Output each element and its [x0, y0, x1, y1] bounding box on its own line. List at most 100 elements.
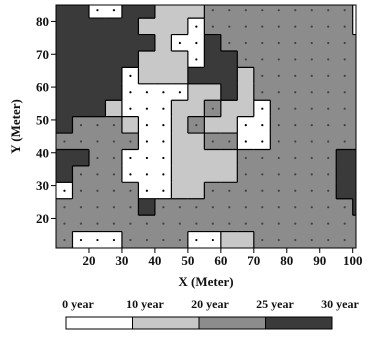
- heatmap-cell: [204, 34, 222, 52]
- sample-point: [277, 9, 280, 12]
- sample-point: [294, 107, 297, 110]
- y-tick-label: 20: [36, 211, 49, 226]
- sample-point: [294, 9, 297, 12]
- heatmap-cell: [56, 34, 73, 52]
- sample-point: [294, 173, 297, 176]
- heatmap-cell: [171, 5, 189, 19]
- heatmap-cell: [220, 83, 238, 101]
- heatmap-cell: [352, 83, 356, 101]
- sample-point: [277, 91, 280, 94]
- sample-point: [277, 206, 280, 209]
- heatmap-cell: [352, 215, 356, 233]
- sample-point: [294, 140, 297, 143]
- heatmap-cell: [72, 67, 90, 85]
- sample-point: [96, 124, 99, 127]
- sample-point: [327, 189, 330, 192]
- heatmap-cell: [138, 67, 156, 85]
- sample-point: [129, 222, 132, 225]
- sample-point: [63, 206, 66, 209]
- sample-point: [360, 42, 362, 44]
- heatmap-cell: [336, 5, 354, 19]
- heatmap-cell: [336, 182, 354, 200]
- legend-swatch: [265, 316, 333, 330]
- sample-point: [261, 140, 264, 143]
- legend-label: 20 year: [191, 297, 229, 311]
- sample-point: [294, 41, 297, 45]
- heatmap-cell: [204, 165, 222, 183]
- sample-point: [96, 173, 99, 176]
- sample-point: [294, 74, 297, 77]
- sample-point: [228, 189, 231, 192]
- sample-point: [327, 222, 330, 225]
- sample-point: [129, 91, 132, 94]
- heatmap-cell: [237, 0, 254, 2]
- heatmap-cell: [138, 18, 156, 36]
- x-tick-label: 70: [247, 253, 260, 268]
- heatmap-cell: [188, 0, 205, 2]
- sample-point: [261, 222, 264, 225]
- sample-point: [261, 58, 264, 61]
- sample-point: [310, 222, 313, 225]
- sample-point: [96, 238, 99, 242]
- sample-point: [343, 58, 346, 61]
- heatmap-cell: [220, 67, 238, 85]
- sample-point: [327, 107, 330, 110]
- heatmap-cell: [122, 0, 139, 2]
- heatmap-cell: [88, 34, 106, 52]
- heatmap-cell: [253, 5, 271, 19]
- heatmap-cell: [88, 83, 106, 101]
- y-axis-title: Y (Meter): [8, 99, 23, 154]
- heatmap-cell: [352, 50, 356, 68]
- heatmap-cell: [303, 0, 320, 2]
- plot-frame: [55, 4, 357, 249]
- sample-point: [112, 173, 116, 176]
- heatmap-cell: [187, 5, 205, 19]
- sample-point: [261, 238, 264, 242]
- sample-point: [145, 107, 149, 110]
- sample-point: [178, 238, 181, 242]
- heatmap-cell: [237, 100, 255, 118]
- sample-point: [228, 25, 231, 28]
- sample-point: [63, 222, 66, 225]
- heatmap-cell: [105, 34, 123, 52]
- y-tick-label: 60: [36, 80, 49, 95]
- heatmap-cell: [171, 165, 189, 183]
- heatmap-cell: [220, 116, 238, 134]
- heatmap-cell: [187, 149, 205, 167]
- heatmap-cell: [187, 165, 205, 183]
- heatmap-cell: [121, 34, 139, 52]
- heatmap-cell: [352, 182, 356, 200]
- heatmap-cell: [352, 133, 356, 150]
- sample-point: [277, 238, 280, 242]
- sample-point: [310, 156, 313, 160]
- heatmap-cell: [352, 67, 356, 85]
- sample-point: [244, 41, 247, 45]
- heatmap-cell: [204, 67, 222, 85]
- heatmap-cell: [352, 100, 356, 118]
- sample-point: [129, 238, 132, 242]
- heatmap-cell: [352, 165, 356, 183]
- heatmap-cell: [336, 0, 353, 2]
- sample-point: [310, 91, 313, 94]
- sample-point: [211, 9, 214, 12]
- heatmap-cell: [72, 5, 90, 19]
- heatmap-cell: [171, 50, 189, 68]
- sample-point: [327, 9, 330, 12]
- sample-point: [96, 189, 99, 192]
- heatmap-cell: [154, 18, 172, 36]
- heatmap-cell: [220, 100, 238, 118]
- heatmap-cell: [56, 67, 73, 85]
- heatmap-cell: [220, 231, 238, 248]
- sample-point: [261, 173, 264, 176]
- sample-point: [162, 124, 165, 127]
- sample-point: [327, 58, 330, 61]
- heatmap-cell: [220, 149, 238, 167]
- sample-point: [261, 156, 264, 160]
- sample-point: [343, 9, 346, 12]
- sample-point: [277, 140, 280, 143]
- sample-point: [129, 107, 132, 110]
- heatmap-cell: [56, 50, 73, 68]
- sample-point: [211, 140, 214, 143]
- sample-point: [360, 75, 362, 77]
